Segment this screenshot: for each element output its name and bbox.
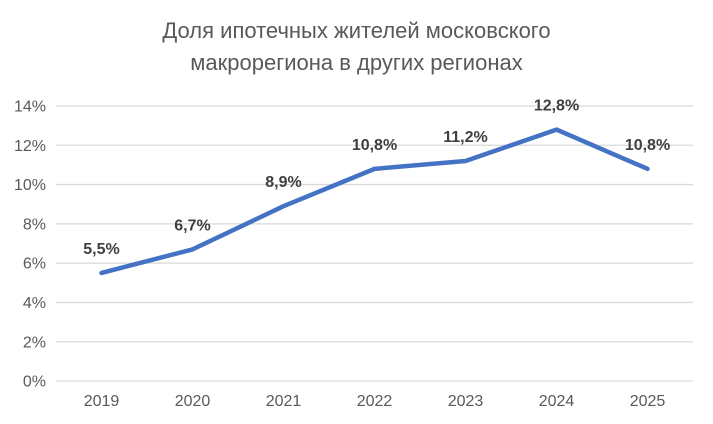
x-tick-label: 2023: [448, 393, 484, 410]
chart-title: Доля ипотечных жителей московского макрор…: [0, 15, 713, 79]
y-tick-label: 6%: [23, 256, 46, 273]
x-tick-label: 2024: [539, 393, 575, 410]
data-label: 6,7%: [174, 217, 210, 234]
y-tick-label: 12%: [14, 138, 46, 155]
y-tick-label: 2%: [23, 334, 46, 351]
data-label: 11,2%: [443, 129, 487, 146]
x-tick-label: 2025: [630, 393, 666, 410]
y-tick-label: 10%: [14, 177, 46, 194]
y-tick-label: 8%: [23, 216, 46, 233]
y-tick-label: 0%: [23, 374, 46, 391]
data-label: 5,5%: [83, 241, 119, 258]
x-tick-label: 2022: [357, 393, 393, 410]
x-tick-label: 2020: [175, 393, 211, 410]
chart-title-line: макрорегиона в других регионах: [190, 50, 523, 75]
data-line: [99, 127, 650, 276]
data-label: 8,9%: [265, 174, 301, 191]
x-tick-label: 2021: [266, 393, 302, 410]
data-label: 10,8%: [625, 137, 670, 154]
y-tick-label: 14%: [14, 99, 46, 116]
chart-title-line: Доля ипотечных жителей московского: [162, 18, 551, 43]
data-label: 10,8%: [352, 137, 397, 154]
y-tick-label: 4%: [23, 295, 46, 312]
x-tick-label: 2019: [84, 393, 120, 410]
data-label: 12,8%: [534, 98, 579, 115]
